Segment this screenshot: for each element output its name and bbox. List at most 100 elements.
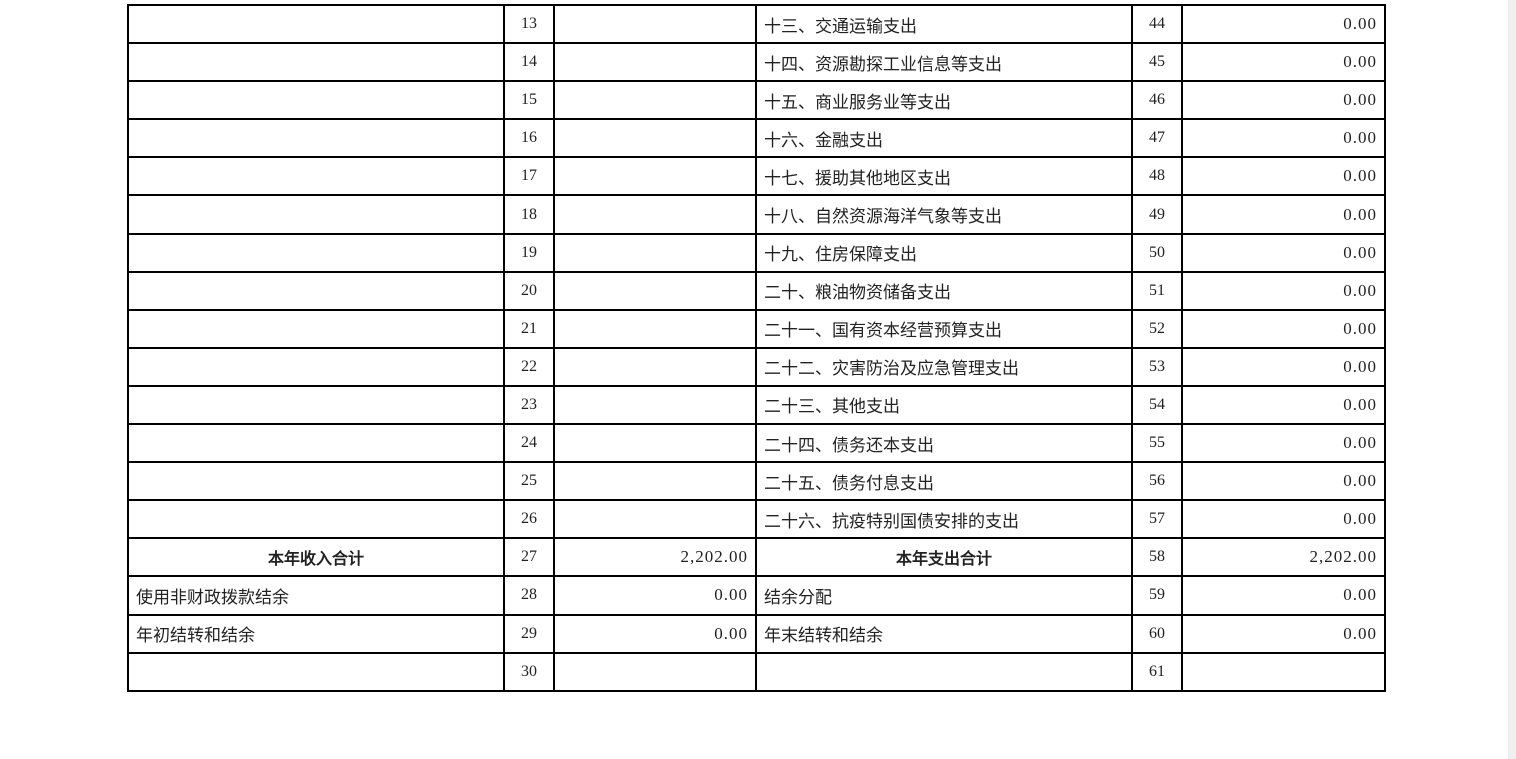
table-cell: 17 — [503, 156, 555, 197]
table-cell — [553, 42, 757, 83]
table-cell: 25 — [503, 461, 555, 502]
table-cell — [553, 423, 757, 464]
table-cell: 十四、资源勘探工业信息等支出 — [755, 42, 1133, 83]
table-cell: 2,202.00 — [1181, 537, 1386, 578]
table-cell — [127, 461, 505, 502]
table-row: 18 十八、自然资源海洋气象等支出 49 0.00 — [127, 194, 1386, 235]
table-cell: 19 — [503, 232, 555, 273]
table: 13 十三、交通运输支出 44 0.00 14 十四、资源勘探工业信息等支出 45 0.00 1… — [127, 3, 1386, 692]
table-cell: 58 — [1131, 537, 1183, 578]
table-cell: 13 — [503, 3, 555, 45]
table-cell: 14 — [503, 42, 555, 83]
table-cell: 0.00 — [553, 575, 757, 616]
table-cell — [553, 80, 757, 121]
table-cell: 0.00 — [1181, 270, 1386, 311]
table-cell — [553, 499, 757, 540]
table-cell: 18 — [503, 194, 555, 235]
table-cell: 2,202.00 — [553, 537, 757, 578]
table-cell: 二十三、其他支出 — [755, 384, 1133, 426]
table-cell — [127, 118, 505, 159]
table-cell: 49 — [1131, 194, 1183, 235]
table-cell: 十七、援助其他地区支出 — [755, 156, 1133, 197]
table-cell: 46 — [1131, 80, 1183, 121]
table-cell: 57 — [1131, 499, 1183, 540]
table-cell — [553, 270, 757, 311]
table-cell — [127, 384, 505, 426]
table-row: 30 61 — [127, 651, 1386, 692]
table-cell: 年初结转和结余 — [127, 613, 505, 654]
table-cell: 53 — [1131, 346, 1183, 387]
table-cell: 48 — [1131, 156, 1183, 197]
table-cell: 52 — [1131, 308, 1183, 349]
table-cell: 十三、交通运输支出 — [755, 3, 1133, 45]
table-cell: 二十六、抗疫特别国债安排的支出 — [755, 499, 1133, 540]
table-cell: 0.00 — [1181, 499, 1386, 540]
table-cell — [553, 232, 757, 273]
table-cell — [553, 384, 757, 426]
table-row: 26 二十六、抗疫特别国债安排的支出 57 0.00 — [127, 499, 1386, 540]
table-row: 24 二十四、债务还本支出 55 0.00 — [127, 423, 1386, 464]
table-cell: 26 — [503, 499, 555, 540]
table-cell — [1181, 651, 1386, 692]
table-cell — [553, 346, 757, 387]
table-cell: 56 — [1131, 461, 1183, 502]
table-cell: 61 — [1131, 651, 1183, 692]
table-cell: 59 — [1131, 575, 1183, 616]
table-cell: 使用非财政拨款结余 — [127, 575, 505, 616]
table-cell: 0.00 — [1181, 308, 1386, 349]
table-cell — [127, 232, 505, 273]
table-cell — [553, 156, 757, 197]
table-cell — [553, 308, 757, 349]
table-cell: 47 — [1131, 118, 1183, 159]
table-cell — [127, 423, 505, 464]
table-cell — [127, 270, 505, 311]
table-row: 25 二十五、债务付息支出 56 0.00 — [127, 461, 1386, 502]
table-cell: 0.00 — [553, 613, 757, 654]
table-row: 21 二十一、国有资本经营预算支出 52 0.00 — [127, 308, 1386, 349]
table-cell: 23 — [503, 384, 555, 426]
table-cell: 0.00 — [1181, 575, 1386, 616]
table-cell: 0.00 — [1181, 194, 1386, 235]
table-cell: 28 — [503, 575, 555, 616]
table-cell — [127, 156, 505, 197]
table-cell — [127, 499, 505, 540]
table-cell: 55 — [1131, 423, 1183, 464]
table-row: 本年收入合计 27 2,202.00 本年支出合计 58 2,202.00 — [127, 537, 1386, 578]
table-cell: 30 — [503, 651, 555, 692]
table-cell: 54 — [1131, 384, 1183, 426]
table-row: 16 十六、金融支出 47 0.00 — [127, 118, 1386, 159]
table-cell — [553, 3, 757, 45]
table-row: 13 十三、交通运输支出 44 0.00 — [127, 3, 1386, 45]
table-cell: 年末结转和结余 — [755, 613, 1133, 654]
table-cell: 二十一、国有资本经营预算支出 — [755, 308, 1133, 349]
table-cell — [127, 80, 505, 121]
table-cell: 20 — [503, 270, 555, 311]
table-cell: 二十二、灾害防治及应急管理支出 — [755, 346, 1133, 387]
table-cell: 0.00 — [1181, 461, 1386, 502]
table-cell: 0.00 — [1181, 346, 1386, 387]
table-cell — [553, 118, 757, 159]
table-cell: 29 — [503, 613, 555, 654]
table-cell — [127, 651, 505, 692]
table-cell — [127, 3, 505, 45]
table-cell: 45 — [1131, 42, 1183, 83]
table-row: 14 十四、资源勘探工业信息等支出 45 0.00 — [127, 42, 1386, 83]
table-cell: 十八、自然资源海洋气象等支出 — [755, 194, 1133, 235]
scrollbar — [1508, 0, 1516, 759]
table-cell — [127, 194, 505, 235]
table-cell: 本年收入合计 — [127, 537, 505, 578]
table-cell: 15 — [503, 80, 555, 121]
table-row: 19 十九、住房保障支出 50 0.00 — [127, 232, 1386, 273]
table-cell: 16 — [503, 118, 555, 159]
table-cell: 21 — [503, 308, 555, 349]
table-cell: 0.00 — [1181, 80, 1386, 121]
table-cell: 十六、金融支出 — [755, 118, 1133, 159]
table-cell: 0.00 — [1181, 156, 1386, 197]
table-cell — [127, 42, 505, 83]
table-cell: 二十、粮油物资储备支出 — [755, 270, 1133, 311]
table-cell: 二十四、债务还本支出 — [755, 423, 1133, 464]
table-cell: 24 — [503, 423, 555, 464]
table-cell — [127, 346, 505, 387]
table-cell: 0.00 — [1181, 232, 1386, 273]
table-cell: 十九、住房保障支出 — [755, 232, 1133, 273]
